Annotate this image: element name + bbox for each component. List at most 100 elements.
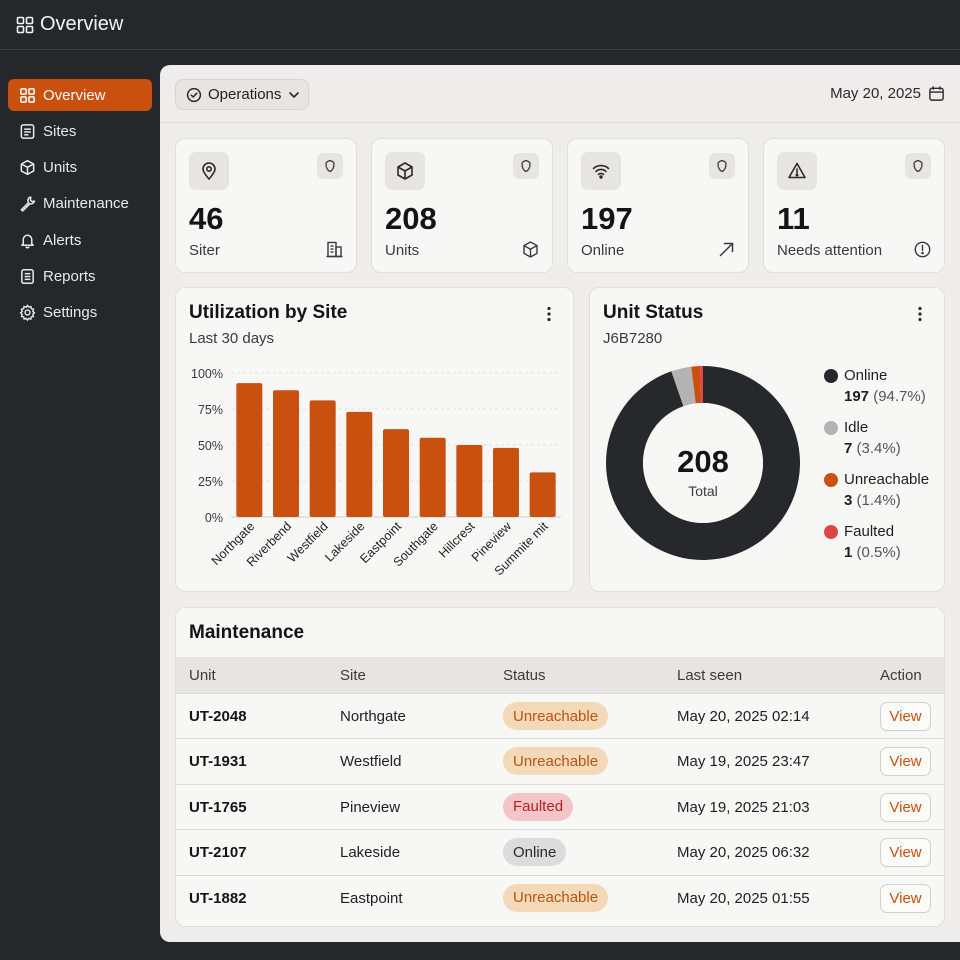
sidebar-item-alerts[interactable]: Alerts bbox=[8, 224, 152, 256]
legend-item-unreachable: Unreachable 3 (1.4%) bbox=[824, 470, 929, 522]
stat-icon-box bbox=[385, 152, 425, 190]
check-circle-icon bbox=[186, 87, 202, 102]
column-header-unit[interactable]: Unit bbox=[189, 667, 216, 684]
bar[interactable] bbox=[456, 445, 483, 517]
y-tick-label: 75% bbox=[198, 403, 223, 417]
unit-status-subtitle: J6B7280 bbox=[603, 330, 663, 347]
cell-site: Westfield bbox=[340, 753, 402, 771]
donut-hole bbox=[643, 403, 763, 523]
shield-icon bbox=[913, 159, 923, 173]
chevron-down-icon bbox=[289, 91, 300, 98]
utilization-card: Utilization by Site Last 30 days 0% 25% 50… bbox=[175, 287, 574, 592]
view-button[interactable]: View bbox=[880, 838, 931, 868]
maintenance-title: Maintenance bbox=[189, 622, 305, 643]
legend-percent: (94.7%) bbox=[873, 388, 926, 405]
sidebar-item-label: Settings bbox=[43, 304, 98, 322]
legend-name: Online bbox=[844, 367, 888, 384]
sidebar-item-maintenance[interactable]: Maintenance bbox=[8, 188, 152, 220]
column-header-status[interactable]: Status bbox=[503, 667, 546, 684]
stat-label: Needs attention bbox=[777, 242, 883, 259]
cell-last-seen: May 19, 2025 21:03 bbox=[677, 798, 810, 816]
unit-status-legend: Online 197 (94.7%) Idle 7 (3.4%) Unreach… bbox=[824, 366, 929, 574]
bar[interactable] bbox=[309, 400, 336, 517]
legend-name: Idle bbox=[844, 419, 869, 436]
donut-slice[interactable] bbox=[700, 366, 703, 404]
donut-total-label: Total bbox=[688, 483, 718, 499]
y-tick-label: 0% bbox=[205, 511, 223, 525]
stat-label: Siter bbox=[189, 242, 220, 259]
table-row: UT-1882 Eastpoint Unreachable May 20, 20… bbox=[176, 874, 944, 920]
legend-percent: (0.5%) bbox=[856, 544, 901, 561]
shield-badge bbox=[317, 153, 343, 179]
utilization-bar-chart: 0%25%50%75%100%NorthgateRiverbendWestfie… bbox=[191, 367, 561, 578]
bar[interactable] bbox=[236, 383, 263, 517]
bar[interactable] bbox=[419, 437, 446, 517]
stat-card-online[interactable]: 197 Online bbox=[567, 138, 749, 273]
more-options-icon[interactable] bbox=[539, 304, 559, 324]
stat-icon-box bbox=[777, 152, 817, 190]
y-tick-label: 25% bbox=[198, 475, 223, 489]
more-options-icon[interactable] bbox=[910, 304, 930, 324]
sidebar-item-sites[interactable]: Sites bbox=[8, 115, 152, 147]
shield-icon bbox=[717, 159, 727, 173]
grid-icon bbox=[20, 87, 35, 103]
view-button[interactable]: View bbox=[880, 792, 931, 822]
legend-count: 3 bbox=[844, 492, 853, 509]
column-header-site[interactable]: Site bbox=[340, 667, 366, 684]
legend-item-faulted: Faulted 1 (0.5%) bbox=[824, 522, 929, 574]
bar[interactable] bbox=[383, 429, 409, 517]
grid-icon bbox=[16, 16, 34, 33]
stat-card-units[interactable]: 208 Units bbox=[371, 138, 553, 273]
legend-item-idle: Idle 7 (3.4%) bbox=[824, 418, 929, 470]
stat-label: Online bbox=[581, 242, 625, 259]
stat-card-sites[interactable]: 46 Siter bbox=[175, 138, 357, 273]
cube-icon bbox=[397, 162, 413, 180]
operations-dropdown[interactable]: Operations bbox=[175, 79, 309, 110]
bar[interactable] bbox=[273, 390, 299, 517]
donut-total-value: 208 bbox=[677, 444, 729, 479]
sidebar-item-settings[interactable]: Settings bbox=[8, 297, 152, 329]
table-row: UT-2048 Northgate Unreachable May 20, 20… bbox=[176, 693, 944, 738]
stat-card-needs-attention[interactable]: 11 Needs attention bbox=[763, 138, 945, 273]
column-header-last-seen[interactable]: Last seen bbox=[677, 667, 743, 684]
cell-unit: UT-1931 bbox=[189, 753, 247, 771]
wrench-icon bbox=[20, 196, 36, 213]
date-picker[interactable]: May 20, 2025 bbox=[830, 85, 945, 102]
legend-swatch bbox=[824, 525, 838, 539]
legend-item-online: Online 197 (94.7%) bbox=[824, 366, 929, 418]
legend-swatch bbox=[824, 473, 838, 487]
document-icon bbox=[20, 123, 35, 139]
status-badge: Unreachable bbox=[503, 883, 609, 912]
legend-count: 7 bbox=[844, 440, 853, 457]
cell-site: Pineview bbox=[340, 798, 401, 816]
donut-slice[interactable] bbox=[606, 366, 800, 560]
stat-value: 208 bbox=[385, 201, 437, 236]
app-title: Overview bbox=[40, 13, 124, 35]
legend-value: 7 (3.4%) bbox=[844, 438, 929, 459]
cell-unit: UT-2107 bbox=[189, 844, 247, 862]
shield-icon bbox=[325, 159, 335, 173]
sidebar-item-reports[interactable]: Reports bbox=[8, 260, 152, 292]
utilization-subtitle: Last 30 days bbox=[189, 330, 275, 347]
sidebar-item-label: Sites bbox=[43, 122, 77, 140]
sidebar-item-units[interactable]: Units bbox=[8, 152, 152, 184]
cell-unit: UT-2048 bbox=[189, 708, 247, 725]
sidebar-item-overview[interactable]: Overview bbox=[8, 79, 152, 111]
sidebar-item-label: Units bbox=[43, 159, 78, 177]
donut-slice[interactable] bbox=[671, 366, 696, 407]
bar[interactable] bbox=[346, 411, 373, 517]
donut-slice[interactable] bbox=[691, 366, 702, 404]
utilization-title: Utilization by Site bbox=[189, 302, 348, 323]
view-button[interactable]: View bbox=[880, 883, 931, 913]
bar[interactable] bbox=[493, 447, 519, 517]
view-button[interactable]: View bbox=[880, 747, 931, 777]
view-button[interactable]: View bbox=[880, 702, 931, 731]
bar[interactable] bbox=[529, 472, 556, 517]
shield-badge bbox=[905, 153, 931, 179]
stat-icon-box bbox=[189, 152, 229, 190]
cell-last-seen: May 20, 2025 02:14 bbox=[677, 708, 810, 725]
sidebar-item-label: Overview bbox=[43, 86, 106, 104]
cell-unit: UT-1765 bbox=[189, 798, 247, 816]
legend-swatch bbox=[824, 421, 838, 435]
cube-icon bbox=[523, 241, 538, 258]
